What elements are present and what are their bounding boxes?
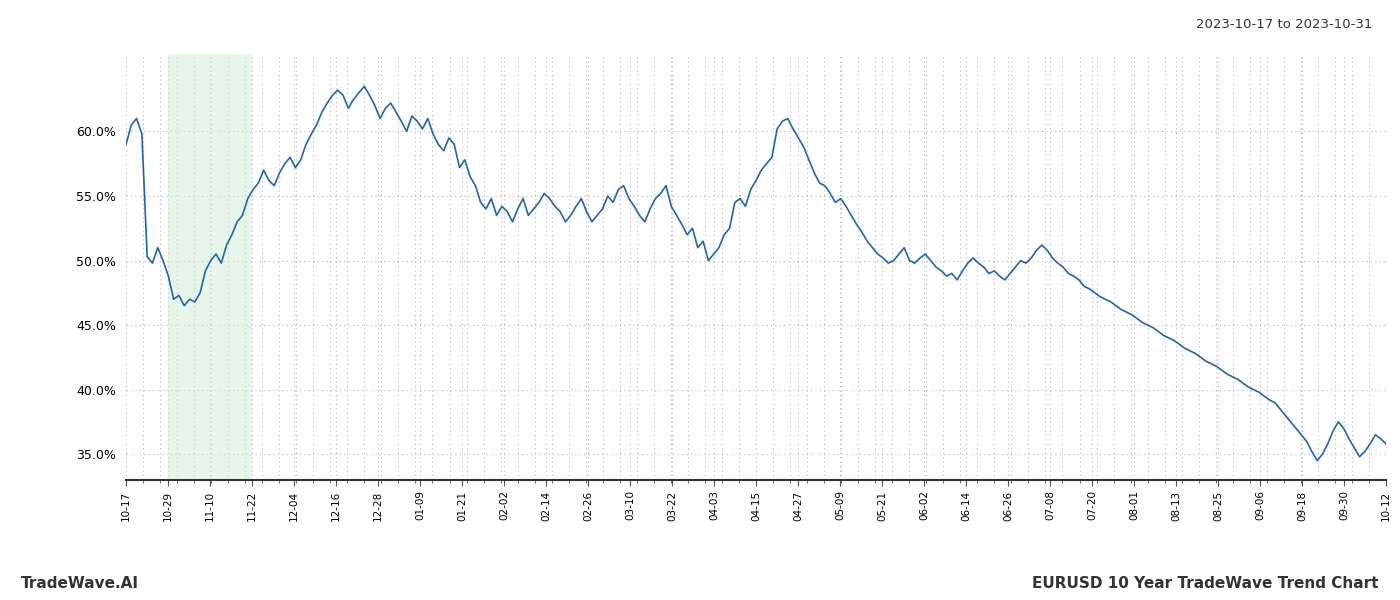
Text: 2023-10-17 to 2023-10-31: 2023-10-17 to 2023-10-31 [1196, 18, 1372, 31]
Text: TradeWave.AI: TradeWave.AI [21, 576, 139, 591]
Text: EURUSD 10 Year TradeWave Trend Chart: EURUSD 10 Year TradeWave Trend Chart [1033, 576, 1379, 591]
Bar [168, 54, 252, 480]
